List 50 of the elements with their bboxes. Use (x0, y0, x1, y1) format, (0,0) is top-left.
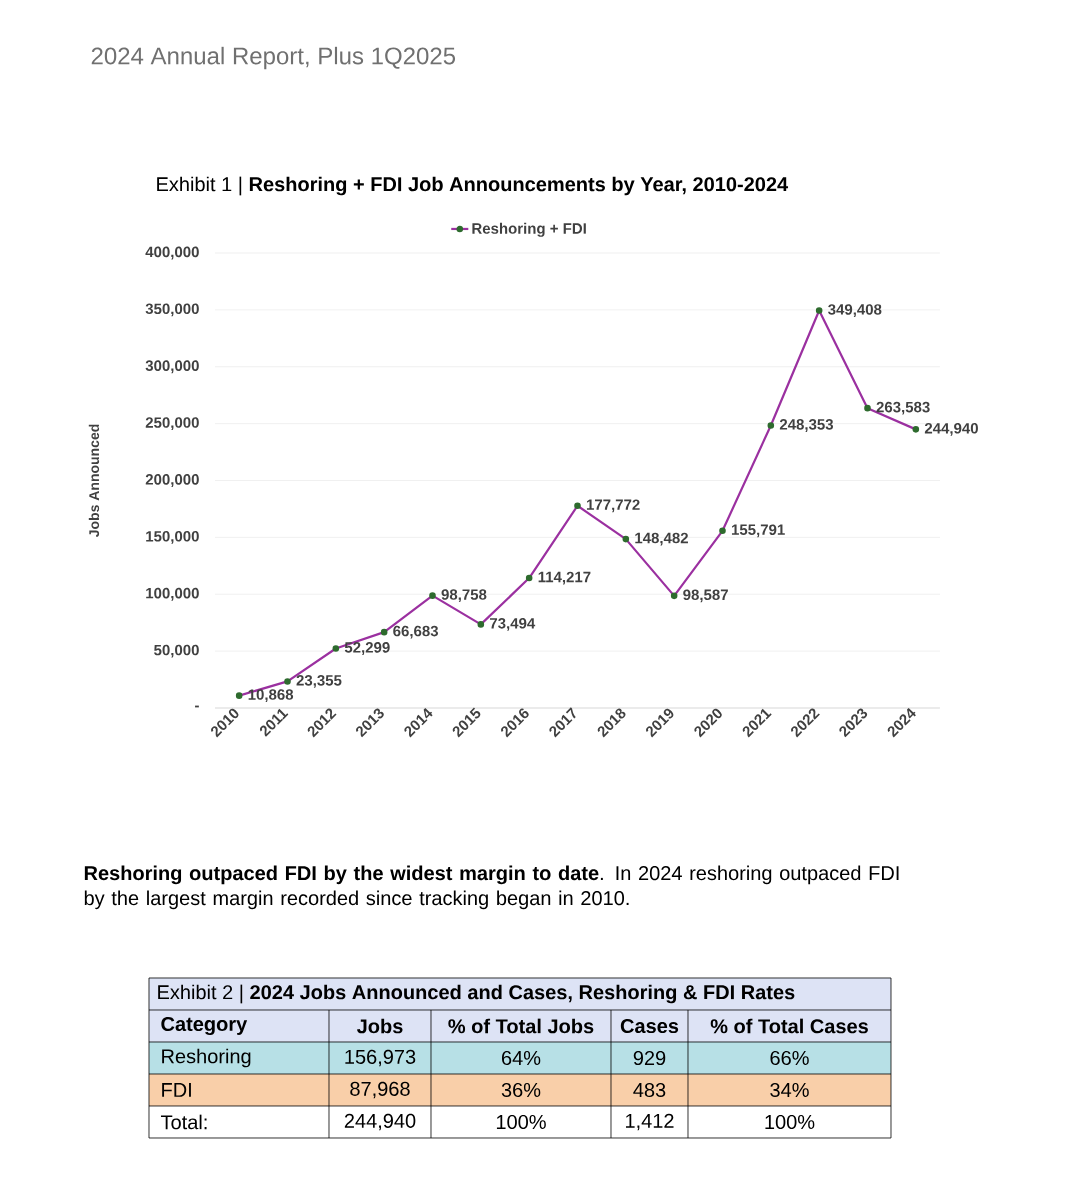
y-tick-label: 300,000 (145, 360, 199, 374)
text: 156,973 (345, 1049, 416, 1067)
y-tick-label: 400,000 (145, 246, 199, 260)
data-label: 244,940 (924, 422, 978, 436)
text: 66% (770, 1050, 809, 1066)
category-label: Cases (620, 1018, 679, 1034)
y-tick-label: 250,000 (145, 417, 199, 431)
text: 100% (765, 1114, 815, 1130)
data-label: 52,299 (344, 642, 390, 655)
data-label: 155,791 (731, 524, 785, 538)
text: 929 (633, 1050, 666, 1066)
data-label: 263,583 (876, 401, 930, 415)
data-label: 98,758 (441, 589, 487, 603)
data-label: 114,217 (538, 571, 591, 585)
text: 244,940 (344, 1113, 416, 1131)
category-label: % of Total Cases (710, 1018, 868, 1034)
data-label: 248,353 (779, 419, 834, 432)
data-label: 66,683 (393, 625, 439, 639)
text: Total: (160, 1114, 207, 1130)
chart-title: Exhibit 1 | Reshoring + FDI Job Announcements by Year, 2010-2024 (157, 176, 789, 196)
category-label: % of Total Jobs (448, 1018, 594, 1034)
y-tick-label: 50,000 (154, 644, 199, 658)
text: 1,412 (625, 1113, 674, 1131)
text: Reshoring (162, 1048, 251, 1068)
y-tick-label: 150,000 (146, 530, 199, 544)
data-label: 98,587 (683, 589, 728, 603)
text: 100% (496, 1114, 546, 1130)
legend-label: Reshoring + FDI (472, 222, 586, 237)
text: Reshoring outpaced FDI by the widest margin to date. In 2024 reshoring outpaced FDI by the largest margin recorded since tracking began in 2010. (84, 865, 899, 910)
category-label: Category (161, 1016, 248, 1036)
data-label: 73,494 (490, 617, 536, 631)
text: 36% (501, 1082, 541, 1098)
category-label: Jobs (356, 1018, 403, 1034)
text: 87,968 (350, 1081, 410, 1099)
data-label: 10,868 (248, 689, 294, 703)
y-tick-label: 100,000 (146, 587, 199, 601)
text: 483 (633, 1082, 666, 1098)
y-axis-title: Jobs Announced (88, 424, 100, 538)
text: 34% (770, 1082, 809, 1098)
y-tick-label: - (195, 705, 199, 708)
data-label: 177,772 (586, 499, 640, 513)
data-label: 349,408 (828, 304, 882, 317)
text: Exhibit 2 | 2024 Jobs Announced and Cases, Reshoring & FDI Rates (158, 984, 795, 1004)
y-tick-label: 200,000 (145, 474, 199, 487)
text: 64% (502, 1050, 541, 1066)
text: FDI (162, 1083, 191, 1097)
data-label: 148,482 (635, 532, 688, 546)
y-tick-label: 350,000 (145, 303, 199, 317)
data-label: 23,355 (296, 675, 342, 688)
text: 2024 Annual Report, Plus 1Q2025 (91, 46, 456, 70)
